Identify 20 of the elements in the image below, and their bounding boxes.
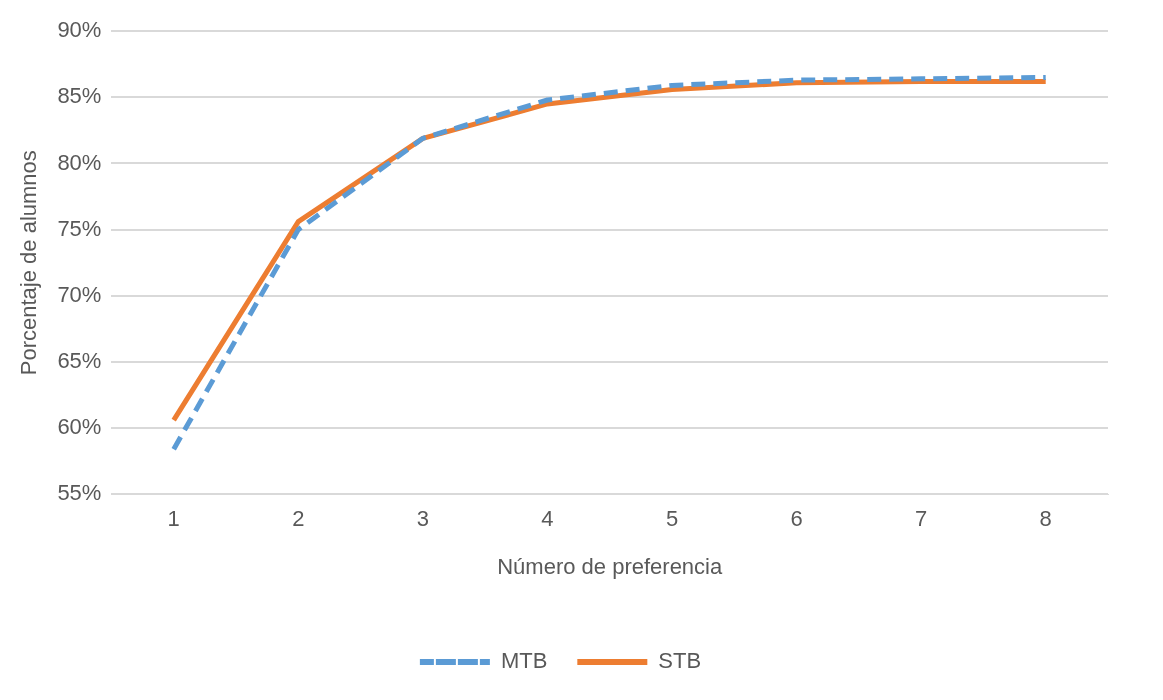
x-tick-label: 6 [790,506,803,532]
x-tick-label: 5 [665,506,679,532]
y-tick-label: 65% [57,347,102,373]
x-tick-label: 8 [1039,506,1052,532]
x-tick-label: 7 [915,506,928,532]
y-tick-label: 55% [57,480,102,506]
x-tick-label: 3 [416,506,429,532]
x-tick-label: 2 [292,506,305,532]
y-tick-label: 90% [57,17,102,43]
x-axis-title: Número de preferencia [497,553,723,579]
y-tick-label: 70% [57,281,102,307]
x-tick-label: 1 [167,506,180,532]
y-tick-label: 85% [57,83,102,109]
y-tick-label: 75% [57,215,102,241]
x-tick-label: 4 [541,506,554,532]
y-tick-label: 80% [57,149,102,175]
legend-label: MTB [500,648,548,674]
y-tick-label: 60% [57,414,102,440]
legend-label: STB [658,648,702,674]
y-axis-title: Porcentaje de alumnos [16,150,42,376]
